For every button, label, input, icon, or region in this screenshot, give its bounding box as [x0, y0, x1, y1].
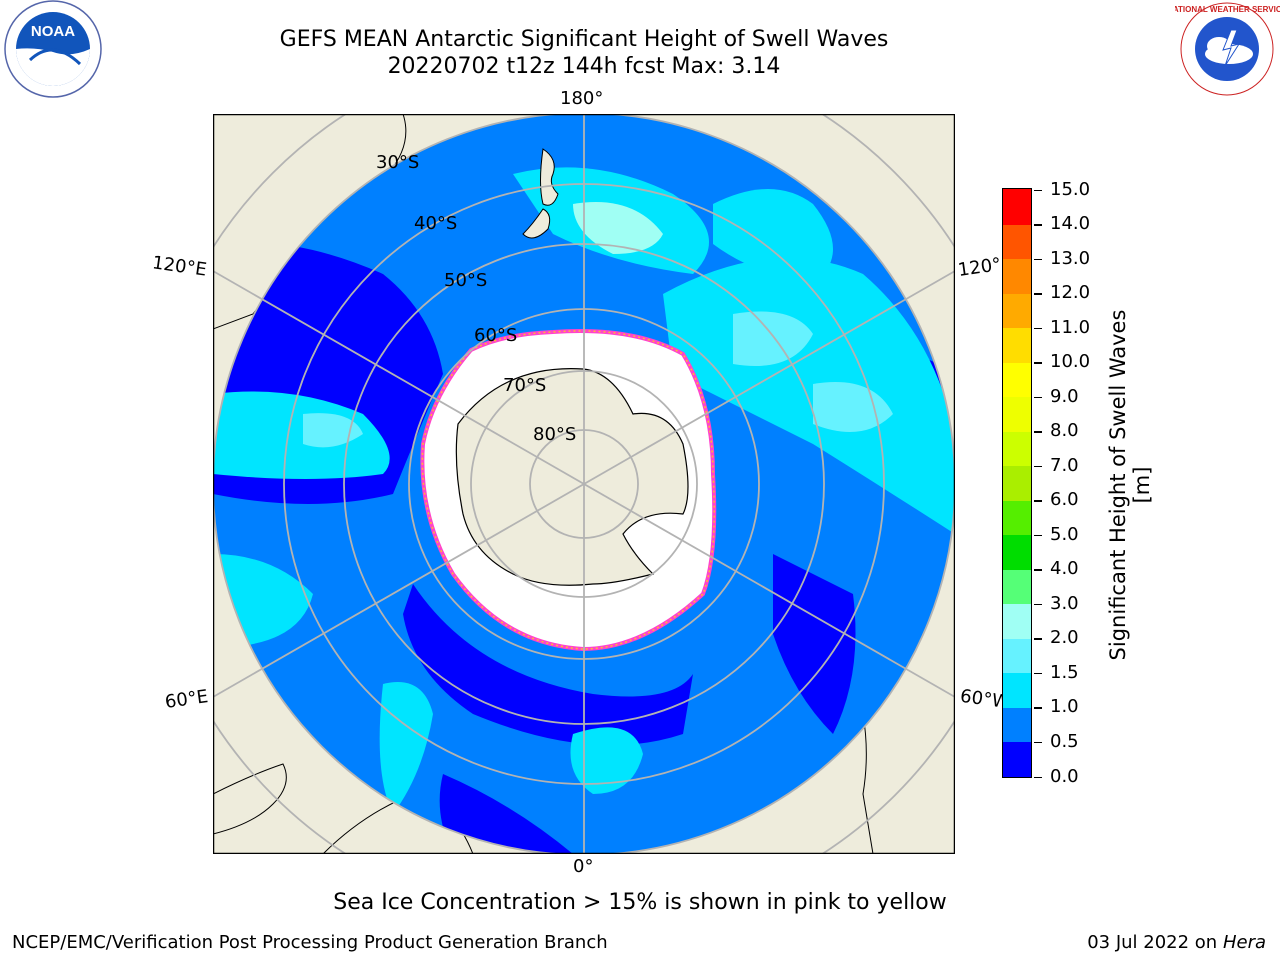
host-name: Hera	[1222, 932, 1266, 953]
colorbar-segment	[1003, 396, 1031, 432]
colorbar-segment	[1003, 603, 1031, 639]
date-text: 03 Jul 2022 on	[1087, 932, 1223, 953]
colorbar-segment	[1003, 707, 1031, 743]
colorbar-tick-mark	[1034, 465, 1042, 468]
colorbar-segment	[1003, 223, 1031, 260]
colorbar-tick-label: 2.0	[1050, 627, 1079, 649]
colorbar-tick-mark	[1034, 327, 1042, 330]
lat-label-60s: 60°S	[474, 325, 518, 346]
lon-label-120e: 120°E	[150, 252, 208, 281]
map-frame	[213, 114, 955, 854]
colorbar-tick-label: 15.0	[1050, 178, 1091, 200]
noaa-logo-text: NOAA	[31, 23, 75, 40]
colorbar-tick-label: 9.0	[1050, 385, 1079, 407]
lon-label-180: 180°	[560, 88, 604, 109]
map-title: GEFS MEAN Antarctic Significant Height o…	[279, 27, 889, 52]
colorbar-tick-label: 0.5	[1050, 730, 1079, 752]
colorbar-segment	[1003, 327, 1031, 363]
colorbar-segment	[1003, 465, 1031, 501]
swell-band-0-0p5-south	[403, 584, 693, 746]
colorbar-tick-label: 3.0	[1050, 592, 1079, 614]
lon-label-0: 0°	[573, 856, 594, 877]
new-zealand-land	[540, 148, 559, 206]
colorbar-segment	[1003, 431, 1031, 467]
colorbar-tick-mark	[1034, 672, 1042, 675]
swell-band-1-1p5-north	[713, 189, 833, 284]
colorbar-segment	[1003, 672, 1031, 708]
colorbar-tick-mark	[1034, 293, 1042, 295]
swell-band-2-3	[573, 202, 663, 254]
colorbar-tick-mark	[1034, 258, 1042, 261]
madagascar-land	[213, 763, 287, 835]
colorbar-tick-label: 5.0	[1050, 523, 1079, 545]
sea-ice-edge-dots	[421, 330, 715, 650]
swell-band-1p5-2-east	[813, 382, 893, 432]
colorbar-tick-label: 1.0	[1050, 696, 1079, 718]
colorbar-tick-mark	[1034, 362, 1042, 364]
colorbar-segment	[1003, 569, 1031, 605]
colorbar-tick-mark	[1034, 500, 1042, 502]
colorbar-tick-label: 10.0	[1050, 351, 1091, 373]
lat-label-70s: 70°S	[503, 375, 547, 396]
colorbar-segment	[1003, 258, 1031, 294]
colorbar-tick-mark	[1034, 741, 1042, 744]
colorbar-tick-mark	[1034, 224, 1042, 226]
colorbar-segment	[1003, 638, 1031, 674]
swell-band-0-0p5-atlantic	[439, 774, 573, 854]
nws-logo-text: NATIONAL WEATHER SERVICE	[1175, 5, 1280, 14]
colorbar-tick-label: 8.0	[1050, 420, 1079, 442]
map-subtitle: 20220702 t12z 144h fcst Max: 3.14	[387, 54, 781, 79]
lat-label-30s: 30°S	[376, 152, 420, 173]
new-zealand-south-island	[522, 208, 551, 239]
colorbar-tick-mark	[1034, 707, 1042, 709]
nws-logo: NATIONAL WEATHER SERVICE	[1175, 2, 1280, 96]
colorbar-tick-label: 1.5	[1050, 661, 1079, 683]
colorbar-tick-label: 6.0	[1050, 489, 1079, 511]
polar-map	[213, 114, 955, 854]
graticule	[213, 114, 955, 854]
colorbar-tick-mark	[1034, 534, 1042, 537]
colorbar-tick-label: 7.0	[1050, 454, 1079, 476]
colorbar-tick-mark	[1034, 569, 1042, 571]
colorbar-tick-label: 14.0	[1050, 213, 1091, 235]
colorbar-tick-mark	[1034, 638, 1042, 640]
colorbar-tick-label: 0.0	[1050, 765, 1079, 787]
colorbar-segment	[1003, 362, 1031, 398]
colorbar	[1002, 188, 1032, 778]
swell-band-1-1p5-south	[570, 727, 643, 794]
colorbar-tick-mark	[1034, 396, 1042, 399]
colorbar-tick-mark	[1034, 603, 1042, 606]
colorbar-tick-label: 4.0	[1050, 558, 1079, 580]
lon-label-120w: 120°	[956, 254, 1003, 281]
sea-ice-note: Sea Ice Concentration > 15% is shown in …	[333, 890, 947, 915]
colorbar-tick-label: 13.0	[1050, 247, 1091, 269]
credit-text: NCEP/EMC/Verification Post Processing Pr…	[12, 932, 608, 953]
lat-label-80s: 80°S	[533, 424, 577, 445]
colorbar-segment	[1003, 189, 1031, 225]
colorbar-tick-mark	[1034, 189, 1042, 191]
colorbar-tick-label: 11.0	[1050, 316, 1091, 338]
lat-label-50s: 50°S	[444, 270, 488, 291]
colorbar-segment	[1003, 293, 1031, 329]
date-stamp: 03 Jul 2022 on Hera	[1087, 932, 1266, 953]
lon-label-60e: 60°E	[163, 686, 210, 713]
colorbar-segment	[1003, 741, 1031, 777]
colorbar-segment	[1003, 534, 1031, 570]
colorbar-tick-mark	[1034, 776, 1042, 778]
colorbar-tick-mark	[1034, 431, 1042, 433]
noaa-logo: NOAA	[4, 0, 102, 98]
colorbar-segment	[1003, 500, 1031, 536]
swell-band-0-0p5-chile	[773, 554, 856, 734]
colorbar-label: Significant Height of Swell Waves [m]	[1106, 309, 1154, 661]
colorbar-tick-label: 12.0	[1050, 282, 1091, 304]
lat-label-40s: 40°S	[414, 213, 458, 234]
swell-band-1p5-2	[733, 311, 813, 366]
